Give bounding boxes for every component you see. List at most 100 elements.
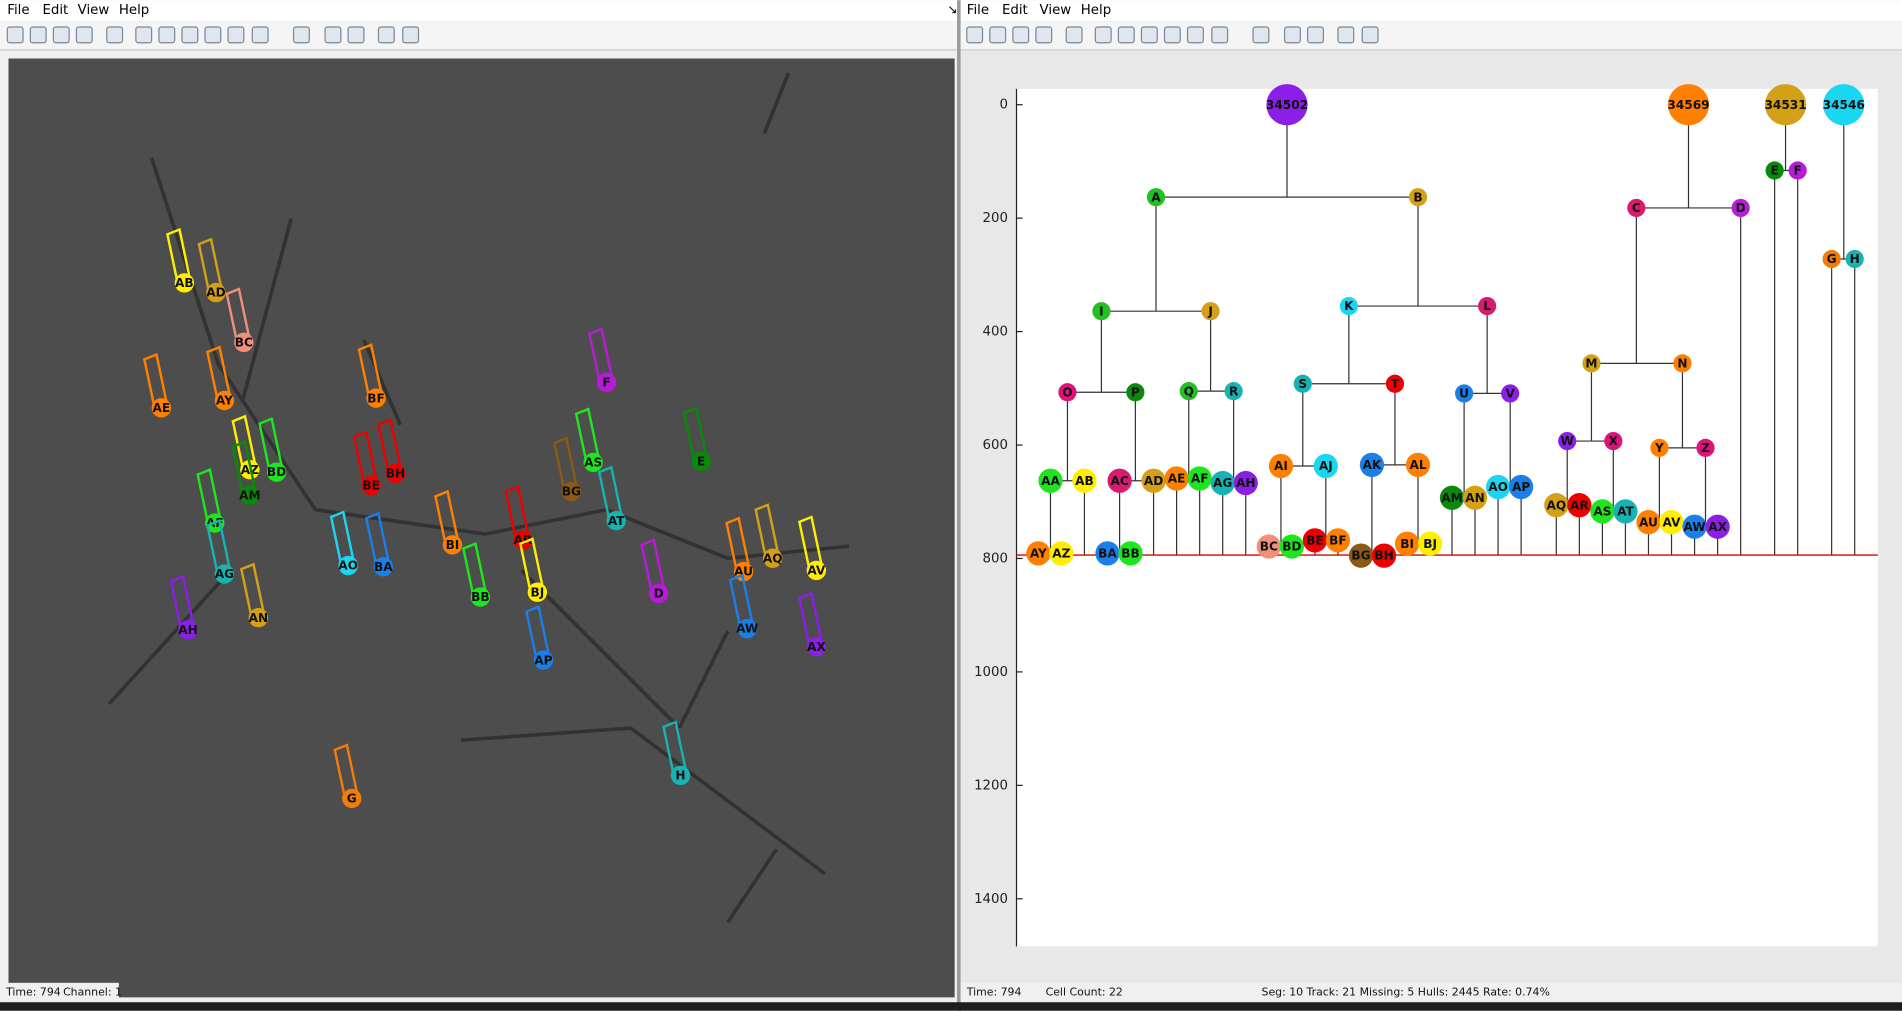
toolbar-button[interactable]	[377, 26, 395, 44]
cell-node[interactable]	[1788, 161, 1807, 180]
cell-node[interactable]	[1455, 384, 1474, 403]
cell-marker[interactable]	[737, 618, 757, 639]
cell-node[interactable]	[1558, 431, 1577, 451]
cell-marker[interactable]	[206, 282, 226, 303]
toolbar-button[interactable]	[6, 26, 24, 44]
menu-item[interactable]: Help	[1081, 3, 1111, 18]
toolbar-button[interactable]	[1252, 26, 1270, 44]
cell-marker[interactable]	[583, 452, 603, 473]
cell-marker[interactable]	[385, 463, 406, 484]
toolbar-button[interactable]	[204, 26, 222, 44]
cell-node[interactable]	[1462, 485, 1488, 510]
toolbar-button[interactable]	[1186, 26, 1204, 44]
cell-marker[interactable]	[240, 485, 260, 505]
cell-marker[interactable]	[248, 607, 269, 628]
cell-node[interactable]	[1418, 531, 1443, 556]
cell-node[interactable]	[1371, 543, 1397, 568]
cell-node[interactable]	[1201, 302, 1220, 321]
toolbar-button[interactable]	[1283, 26, 1301, 44]
toolbar-button[interactable]	[1012, 26, 1030, 44]
cell-node[interactable]	[1058, 383, 1077, 402]
cell-node[interactable]	[1118, 541, 1143, 566]
cell-node[interactable]	[1613, 499, 1638, 524]
toolbar-button[interactable]	[75, 26, 93, 44]
cell-node[interactable]	[1293, 374, 1312, 393]
toolbar-button[interactable]	[135, 26, 153, 44]
cell-node[interactable]	[1590, 499, 1615, 524]
toolbar-button[interactable]	[324, 26, 342, 44]
cell-node[interactable]	[1764, 84, 1807, 126]
cell-node[interactable]	[1268, 453, 1294, 479]
toolbar-button[interactable]	[1337, 26, 1355, 44]
cell-marker[interactable]	[342, 788, 362, 809]
cell-node[interactable]	[1187, 466, 1212, 491]
cell-node[interactable]	[1765, 161, 1784, 180]
cell-node[interactable]	[1567, 493, 1592, 518]
cell-marker[interactable]	[151, 398, 172, 418]
toolbar-button[interactable]	[251, 26, 269, 44]
cell-node[interactable]	[1636, 510, 1661, 535]
toolbar-button[interactable]	[1094, 26, 1112, 44]
toolbar-button[interactable]	[1035, 26, 1053, 44]
cell-node[interactable]	[1279, 534, 1304, 559]
cell-node[interactable]	[1582, 354, 1601, 373]
cell-marker[interactable]	[178, 620, 198, 640]
cell-marker[interactable]	[470, 587, 491, 607]
cell-node[interactable]	[1224, 382, 1243, 401]
cell-marker[interactable]	[527, 582, 548, 602]
cell-node[interactable]	[1179, 382, 1198, 401]
cell-node[interactable]	[1501, 384, 1520, 403]
cell-node[interactable]	[1072, 468, 1097, 493]
cell-node[interactable]	[1659, 510, 1684, 535]
cell-marker[interactable]	[670, 765, 691, 786]
cell-node[interactable]	[1408, 188, 1428, 207]
cell-node[interactable]	[1164, 466, 1189, 491]
toolbar-button[interactable]	[966, 26, 984, 44]
cell-node[interactable]	[1485, 474, 1511, 500]
cell-node[interactable]	[1394, 531, 1420, 556]
cell-marker[interactable]	[561, 481, 582, 502]
cell-marker[interactable]	[266, 462, 287, 482]
cell-node[interactable]	[1266, 84, 1308, 126]
cell-marker[interactable]	[762, 548, 783, 568]
cell-node[interactable]	[1508, 474, 1534, 500]
cell-marker[interactable]	[596, 372, 617, 393]
cell-marker[interactable]	[533, 650, 554, 670]
cell-node[interactable]	[1339, 296, 1358, 316]
cell-node[interactable]	[1095, 541, 1120, 566]
cell-node[interactable]	[1439, 485, 1465, 510]
cell-marker[interactable]	[174, 273, 195, 293]
cell-marker[interactable]	[691, 451, 711, 471]
cell-node[interactable]	[1325, 528, 1351, 553]
cell-marker[interactable]	[513, 530, 533, 550]
cell-node[interactable]	[1650, 438, 1669, 457]
cell-marker[interactable]	[806, 560, 827, 581]
cell-marker[interactable]	[373, 557, 394, 577]
cell-node[interactable]	[1544, 493, 1569, 518]
cell-node[interactable]	[1673, 354, 1692, 373]
cell-node[interactable]	[1141, 468, 1166, 493]
cell-node[interactable]	[1313, 453, 1338, 479]
undock-icon[interactable]: ↘	[947, 2, 957, 16]
cell-marker[interactable]	[648, 583, 669, 604]
cell-node[interactable]	[1210, 470, 1235, 496]
cell-marker[interactable]	[214, 564, 235, 584]
cell-marker[interactable]	[606, 510, 626, 531]
cell-node[interactable]	[1682, 514, 1707, 539]
cell-node[interactable]	[1302, 528, 1328, 553]
toolbar-button[interactable]	[1140, 26, 1158, 44]
toolbar-button[interactable]	[1163, 26, 1181, 44]
cell-node[interactable]	[1731, 198, 1750, 218]
cell-node[interactable]	[1604, 431, 1623, 451]
toolbar-button[interactable]	[402, 26, 420, 44]
cell-node[interactable]	[1348, 543, 1374, 568]
toolbar-button[interactable]	[292, 26, 310, 44]
cell-node[interactable]	[1233, 470, 1258, 496]
cell-marker[interactable]	[806, 637, 827, 657]
cell-node[interactable]	[1696, 438, 1715, 457]
cell-node[interactable]	[1627, 198, 1646, 218]
divider[interactable]	[957, 0, 961, 1011]
cell-node[interactable]	[1405, 452, 1431, 478]
toolbar-button[interactable]	[29, 26, 47, 44]
cell-node[interactable]	[1256, 534, 1281, 559]
